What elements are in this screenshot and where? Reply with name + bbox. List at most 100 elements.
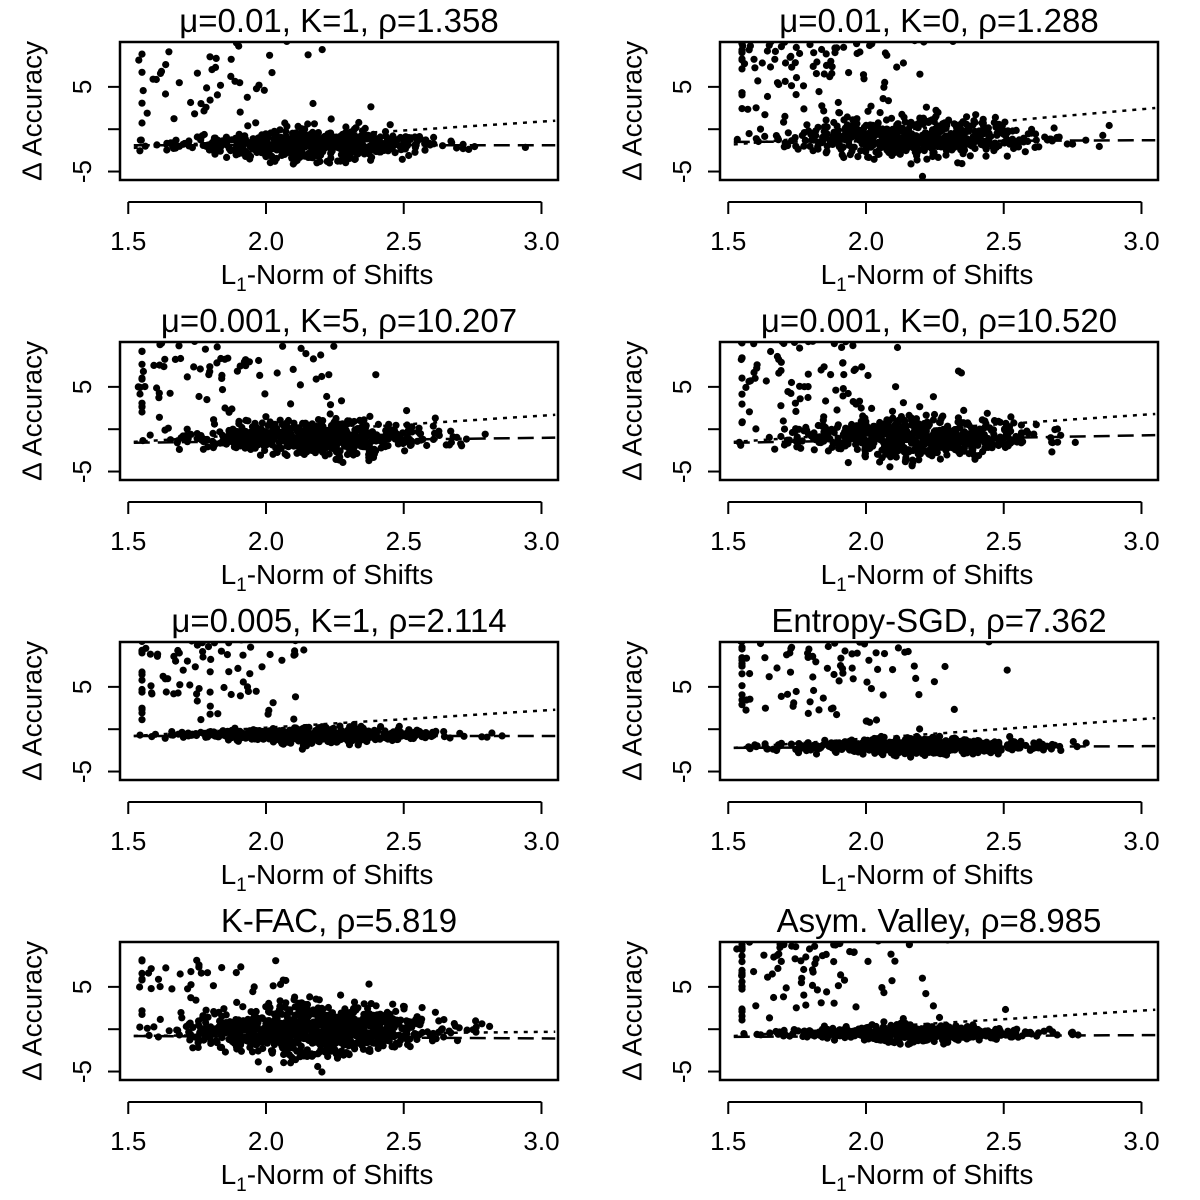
data-point: [792, 425, 800, 433]
data-point: [234, 664, 242, 673]
data-point: [175, 79, 183, 87]
data-point: [191, 663, 199, 671]
data-point: [367, 133, 375, 142]
data-point: [854, 153, 862, 161]
data-point: [146, 650, 154, 658]
data-point: [159, 672, 167, 680]
data-point: [1099, 131, 1107, 139]
data-point: [982, 152, 990, 160]
data-point: [884, 97, 893, 105]
data-point: [312, 728, 320, 736]
data-point: [783, 690, 792, 698]
data-point: [928, 431, 936, 440]
data-point: [367, 103, 375, 111]
data-point: [969, 446, 977, 454]
data-point: [828, 69, 836, 78]
x-tick-label: 2.5: [986, 526, 1022, 556]
plot-frame: [118, 640, 560, 782]
data-point: [833, 747, 841, 755]
data-point: [329, 443, 337, 451]
data-point: [835, 677, 843, 685]
data-point: [886, 746, 895, 755]
data-point: [266, 650, 274, 659]
data-point: [404, 1041, 412, 1049]
fit-line-dotted: [133, 708, 556, 738]
data-point: [886, 463, 894, 471]
data-point: [165, 48, 173, 56]
data-point: [318, 1068, 326, 1076]
data-point: [792, 407, 800, 415]
data-point: [952, 132, 960, 140]
data-point: [849, 398, 857, 406]
data-point: [1054, 438, 1062, 446]
x-axis-label: L1-Norm of Shifts: [221, 859, 434, 896]
data-point: [909, 746, 918, 754]
data-point: [820, 363, 828, 371]
data-point: [147, 985, 155, 993]
data-point: [236, 108, 244, 116]
data-point: [1012, 126, 1020, 134]
data-point: [162, 688, 170, 696]
data-point: [384, 1023, 392, 1031]
data-point: [290, 1016, 298, 1025]
data-point: [174, 689, 182, 697]
data-point: [339, 458, 347, 466]
data-point: [197, 716, 205, 724]
data-point: [175, 445, 183, 453]
data-point: [775, 369, 783, 377]
data-point: [797, 744, 806, 752]
data-point: [738, 390, 746, 398]
data-point: [792, 74, 801, 82]
data-point: [325, 428, 334, 436]
data-point: [863, 678, 871, 686]
data-point: [138, 957, 146, 965]
data-point: [269, 738, 277, 746]
data-point: [138, 99, 146, 107]
data-point: [224, 354, 232, 362]
data-point: [256, 451, 265, 459]
data-point: [941, 662, 949, 671]
data-point: [209, 429, 217, 437]
data-point: [347, 128, 355, 136]
data-point: [838, 151, 846, 159]
data-point: [366, 412, 374, 420]
data-point: [266, 51, 274, 59]
data-point: [154, 975, 163, 983]
data-point: [170, 115, 178, 123]
x-tick-label: 1.5: [710, 526, 746, 556]
data-point: [889, 451, 897, 459]
plot-frame: [718, 340, 1160, 482]
data-point: [930, 410, 939, 419]
data-point: [160, 363, 168, 371]
data-point: [193, 69, 201, 77]
data-point: [372, 1039, 380, 1047]
data-point: [184, 434, 192, 443]
data-point: [233, 998, 241, 1007]
panel-title: K-FAC, ρ=5.819: [221, 902, 457, 939]
x-tick-label: 2.0: [248, 526, 284, 556]
data-point: [389, 1000, 397, 1008]
data-point: [853, 115, 861, 123]
data-point: [902, 454, 910, 462]
data-point: [193, 642, 201, 649]
data-point: [916, 403, 924, 411]
data-point: [933, 449, 941, 457]
data-point: [959, 150, 967, 158]
data-point: [296, 444, 304, 452]
data-point: [265, 999, 273, 1008]
data-point: [1082, 136, 1090, 144]
data-point: [848, 664, 856, 672]
data-point: [342, 123, 350, 131]
x-tick-label: 1.5: [110, 526, 146, 556]
x-tick-label: 1.5: [710, 826, 746, 856]
data-point: [206, 53, 214, 61]
data-point: [298, 745, 306, 753]
data-point: [738, 682, 746, 690]
data-point: [161, 355, 169, 363]
data-point: [936, 738, 944, 746]
y-axis-label: Δ Accuracy: [16, 641, 47, 781]
data-point: [279, 1044, 287, 1052]
data-point: [957, 369, 966, 377]
data-point: [342, 146, 350, 154]
